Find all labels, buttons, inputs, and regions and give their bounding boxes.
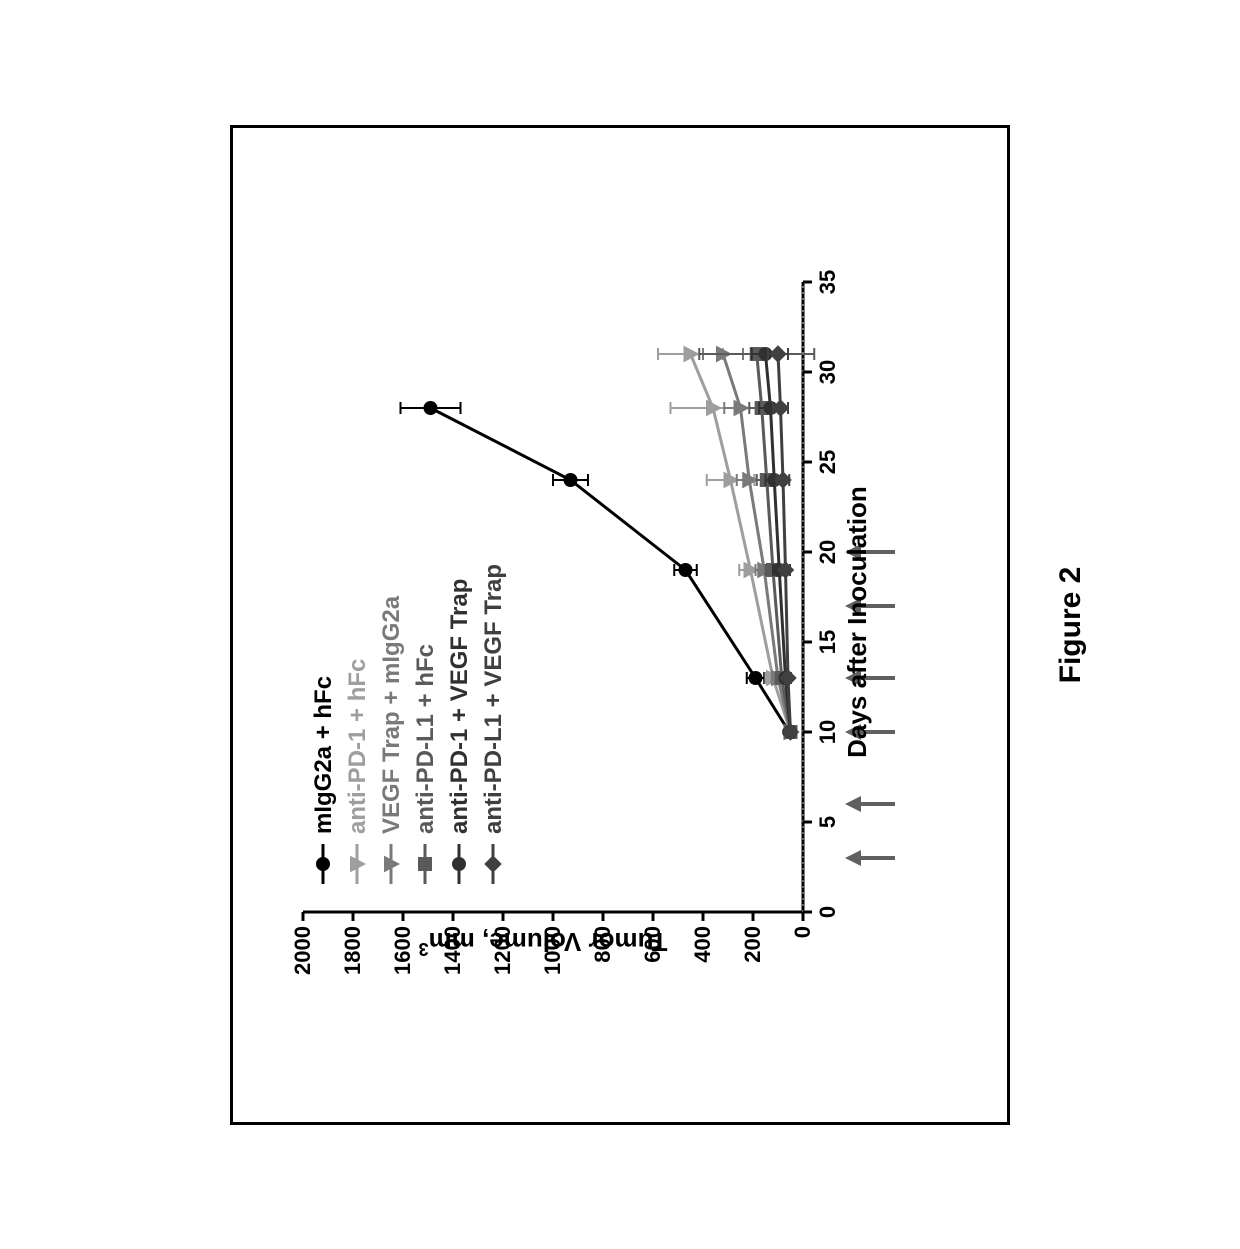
- marker-circle: [564, 473, 578, 487]
- chart-area: Tumor Volume, mm3 0200400600800100012001…: [283, 262, 803, 982]
- y-tick-label: 1600: [390, 926, 415, 975]
- y-tick-label: 200: [740, 926, 765, 963]
- marker-diamond: [769, 345, 787, 363]
- y-tick-label: 1800: [340, 926, 365, 975]
- x-tick-label: 10: [815, 719, 840, 743]
- y-tick-label: 400: [690, 926, 715, 963]
- legend-label: anti-PD-1 + VEGF Trap: [446, 578, 473, 833]
- legend-label: anti-PD-L1 + hFc: [412, 643, 439, 833]
- x-tick-label: 30: [815, 359, 840, 383]
- figure-panel: Tumor Volume, mm3 0200400600800100012001…: [230, 125, 1010, 1125]
- x-tick-label: 25: [815, 449, 840, 473]
- legend-label: anti-PD-L1 + VEGF Trap: [480, 563, 507, 833]
- y-axis-title: Tumor Volume, mm3: [419, 926, 668, 959]
- x-tick-label: 15: [815, 629, 840, 653]
- y-tick-label: 0: [790, 926, 815, 938]
- marker-diamond: [484, 855, 502, 873]
- marker-circle: [424, 401, 438, 415]
- legend-label: mIgG2a + hFc: [310, 675, 337, 833]
- marker-circle: [452, 857, 466, 871]
- x-tick-label: 35: [815, 269, 840, 293]
- legend-label: VEGF Trap + mIgG2a: [378, 595, 405, 834]
- y-tick-label: 2000: [290, 926, 315, 975]
- x-axis-title: Days after Inoculation: [842, 262, 873, 982]
- x-tick-label: 5: [815, 815, 840, 827]
- legend: mIgG2a + hFc anti-PD-1 + hFc VEGF Trap + m…: [310, 563, 507, 883]
- marker-square: [418, 857, 432, 871]
- y-axis-label-text: Tumor Volume, mm: [429, 927, 668, 957]
- chart-svg: 0200400600800100012001400160018002000051…: [283, 262, 923, 982]
- figure-caption: Figure 2: [1054, 125, 1088, 1125]
- y-axis-label-sup: 3: [419, 938, 429, 958]
- rotated-figure-wrapper: Tumor Volume, mm3 0200400600800100012001…: [230, 125, 1010, 1125]
- x-tick-label: 20: [815, 539, 840, 563]
- x-tick-label: 0: [815, 905, 840, 917]
- legend-label: anti-PD-1 + hFc: [344, 658, 371, 833]
- marker-circle: [316, 857, 330, 871]
- page: Tumor Volume, mm3 0200400600800100012001…: [0, 0, 1240, 1249]
